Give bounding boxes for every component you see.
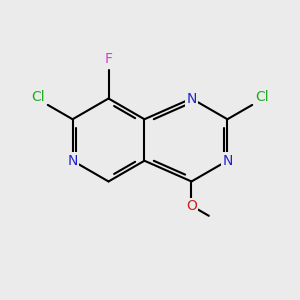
Text: O: O: [186, 199, 197, 213]
Text: N: N: [222, 154, 233, 168]
Text: Cl: Cl: [255, 89, 269, 103]
Text: N: N: [186, 92, 197, 106]
Text: N: N: [68, 154, 78, 168]
Text: F: F: [104, 52, 112, 67]
Text: Cl: Cl: [31, 89, 45, 103]
